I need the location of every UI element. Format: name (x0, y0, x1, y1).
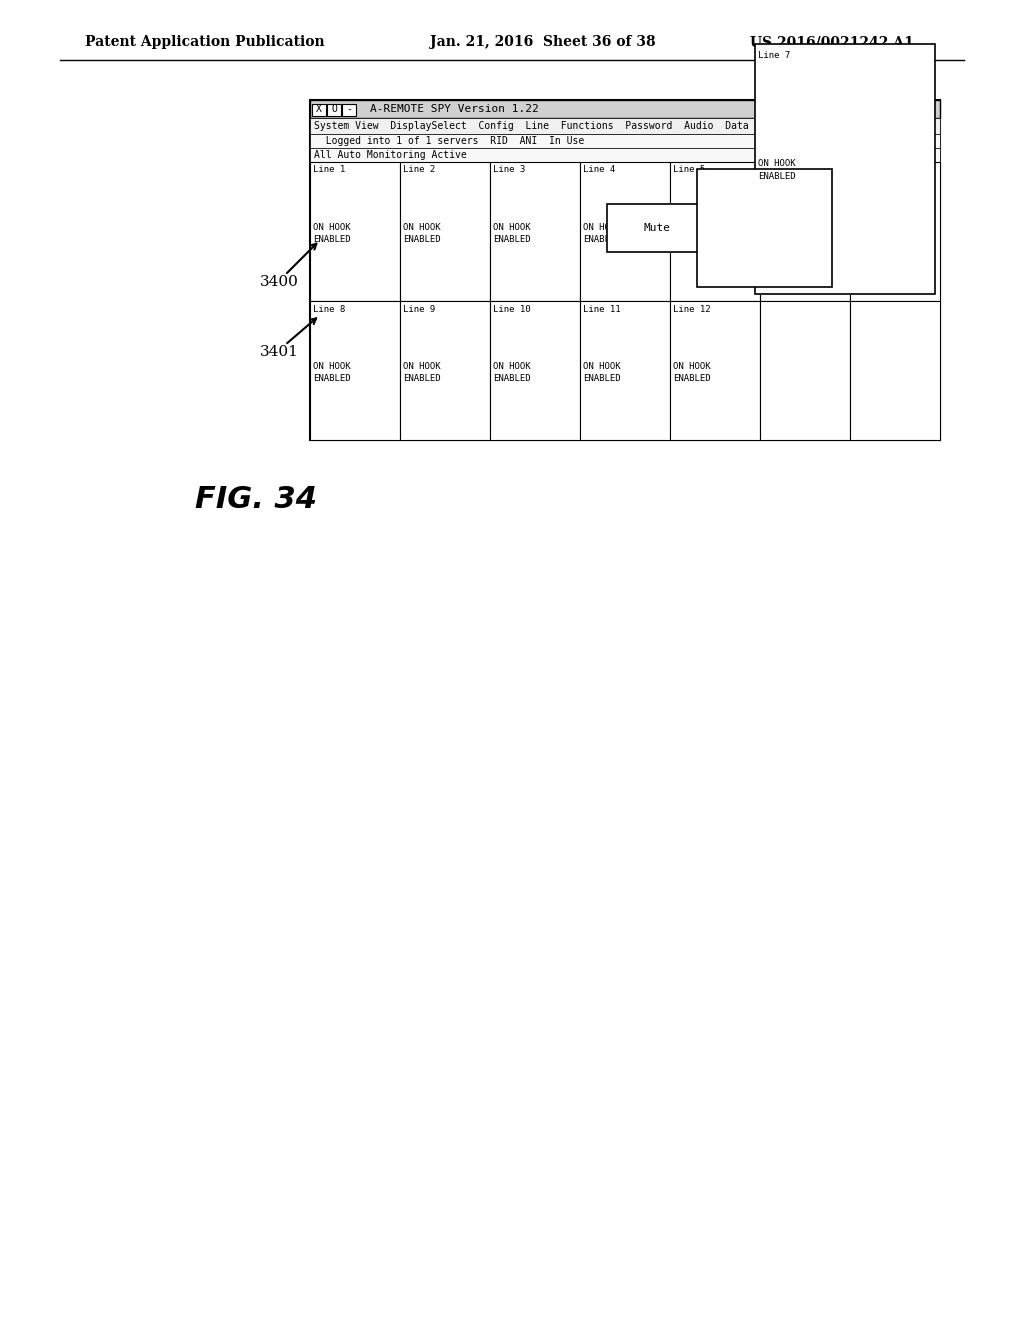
Bar (400, 162, 490, 301)
Bar (850, 162, 940, 301)
Text: Line 7: Line 7 (853, 165, 886, 174)
Bar (310, 100, 940, 117)
Bar (342, 104, 356, 116)
Bar (670, 301, 760, 440)
Bar (310, 135, 940, 148)
Bar (310, 301, 400, 440)
Text: Line 3: Line 3 (493, 165, 525, 174)
Text: Line 6: Line 6 (763, 165, 796, 174)
Text: Line 8: Line 8 (313, 305, 345, 314)
Bar (670, 162, 760, 301)
Bar (310, 117, 940, 135)
Bar (310, 148, 940, 162)
Text: ENABLED: ENABLED (403, 374, 440, 383)
Text: Line 2: Line 2 (403, 165, 435, 174)
Text: ON HOOK: ON HOOK (493, 362, 530, 371)
Text: ENABLED: ENABLED (758, 173, 796, 181)
Text: ENABLED: ENABLED (403, 235, 440, 244)
Text: Line 5: Line 5 (673, 165, 706, 174)
Text: Mute: Mute (643, 223, 670, 234)
Text: ON HOOK: ON HOOK (758, 160, 796, 169)
Text: ENABLED: ENABLED (673, 235, 711, 244)
Bar (327, 104, 341, 116)
Bar (310, 162, 400, 301)
Text: ENABLED: ENABLED (493, 235, 530, 244)
Text: 3401: 3401 (260, 345, 299, 359)
Bar (697, 169, 831, 286)
Text: All Auto Monitoring Active: All Auto Monitoring Active (314, 150, 467, 160)
Text: ON HOOK: ON HOOK (763, 223, 801, 232)
Text: Line 12: Line 12 (673, 305, 711, 314)
Bar (850, 301, 940, 440)
Text: O: O (331, 104, 337, 114)
Text: ENABLED: ENABLED (583, 235, 621, 244)
Text: ON HOOK: ON HOOK (313, 362, 350, 371)
Text: ENABLED: ENABLED (583, 374, 621, 383)
Bar (310, 100, 940, 440)
Bar (490, 162, 580, 301)
Bar (760, 162, 850, 301)
Bar (312, 104, 326, 116)
Text: ON HOOK: ON HOOK (673, 223, 711, 232)
Text: System View  DisplaySelect  Config  Line  Functions  Password  Audio  Data Base : System View DisplaySelect Config Line Fu… (314, 121, 813, 131)
Text: Jan. 21, 2016  Sheet 36 of 38: Jan. 21, 2016 Sheet 36 of 38 (430, 36, 655, 49)
Text: ENABLED: ENABLED (313, 374, 350, 383)
Text: Line 10: Line 10 (493, 305, 530, 314)
Text: X: X (316, 104, 322, 114)
Text: US 2016/0021242 A1: US 2016/0021242 A1 (750, 36, 913, 49)
Text: A-REMOTE SPY Version 1.22: A-REMOTE SPY Version 1.22 (370, 104, 539, 114)
Text: 3400: 3400 (260, 275, 299, 289)
Text: FIG. 34: FIG. 34 (195, 486, 317, 515)
Text: ON HOOK: ON HOOK (493, 223, 530, 232)
Text: Line 4: Line 4 (583, 165, 615, 174)
Bar (400, 301, 490, 440)
Text: Line 11: Line 11 (583, 305, 621, 314)
Text: Line 9: Line 9 (403, 305, 435, 314)
Text: ON HOOK: ON HOOK (583, 362, 621, 371)
Text: Line 1: Line 1 (313, 165, 345, 174)
Text: ENABLED: ENABLED (313, 235, 350, 244)
Text: ENABLED: ENABLED (853, 235, 891, 244)
Text: ON HOOK: ON HOOK (403, 362, 440, 371)
Text: -: - (346, 104, 352, 114)
Text: ON HOOK: ON HOOK (583, 223, 621, 232)
Text: ENABLED: ENABLED (673, 374, 711, 383)
Bar (607, 203, 706, 252)
Text: Logged into 1 of 1 servers  RID  ANI  In Use: Logged into 1 of 1 servers RID ANI In Us… (314, 136, 585, 147)
Text: Patent Application Publication: Patent Application Publication (85, 36, 325, 49)
Text: ON HOOK: ON HOOK (673, 362, 711, 371)
Text: ENABLED: ENABLED (493, 374, 530, 383)
Bar (490, 301, 580, 440)
Text: ON HOOK: ON HOOK (403, 223, 440, 232)
Text: ENABLED: ENABLED (763, 235, 801, 244)
Text: ON HOOK: ON HOOK (853, 223, 891, 232)
Text: Line 7: Line 7 (758, 51, 791, 61)
Bar (755, 44, 935, 294)
Bar (580, 301, 670, 440)
Text: ON HOOK: ON HOOK (313, 223, 350, 232)
Bar (760, 301, 850, 440)
Bar (580, 162, 670, 301)
